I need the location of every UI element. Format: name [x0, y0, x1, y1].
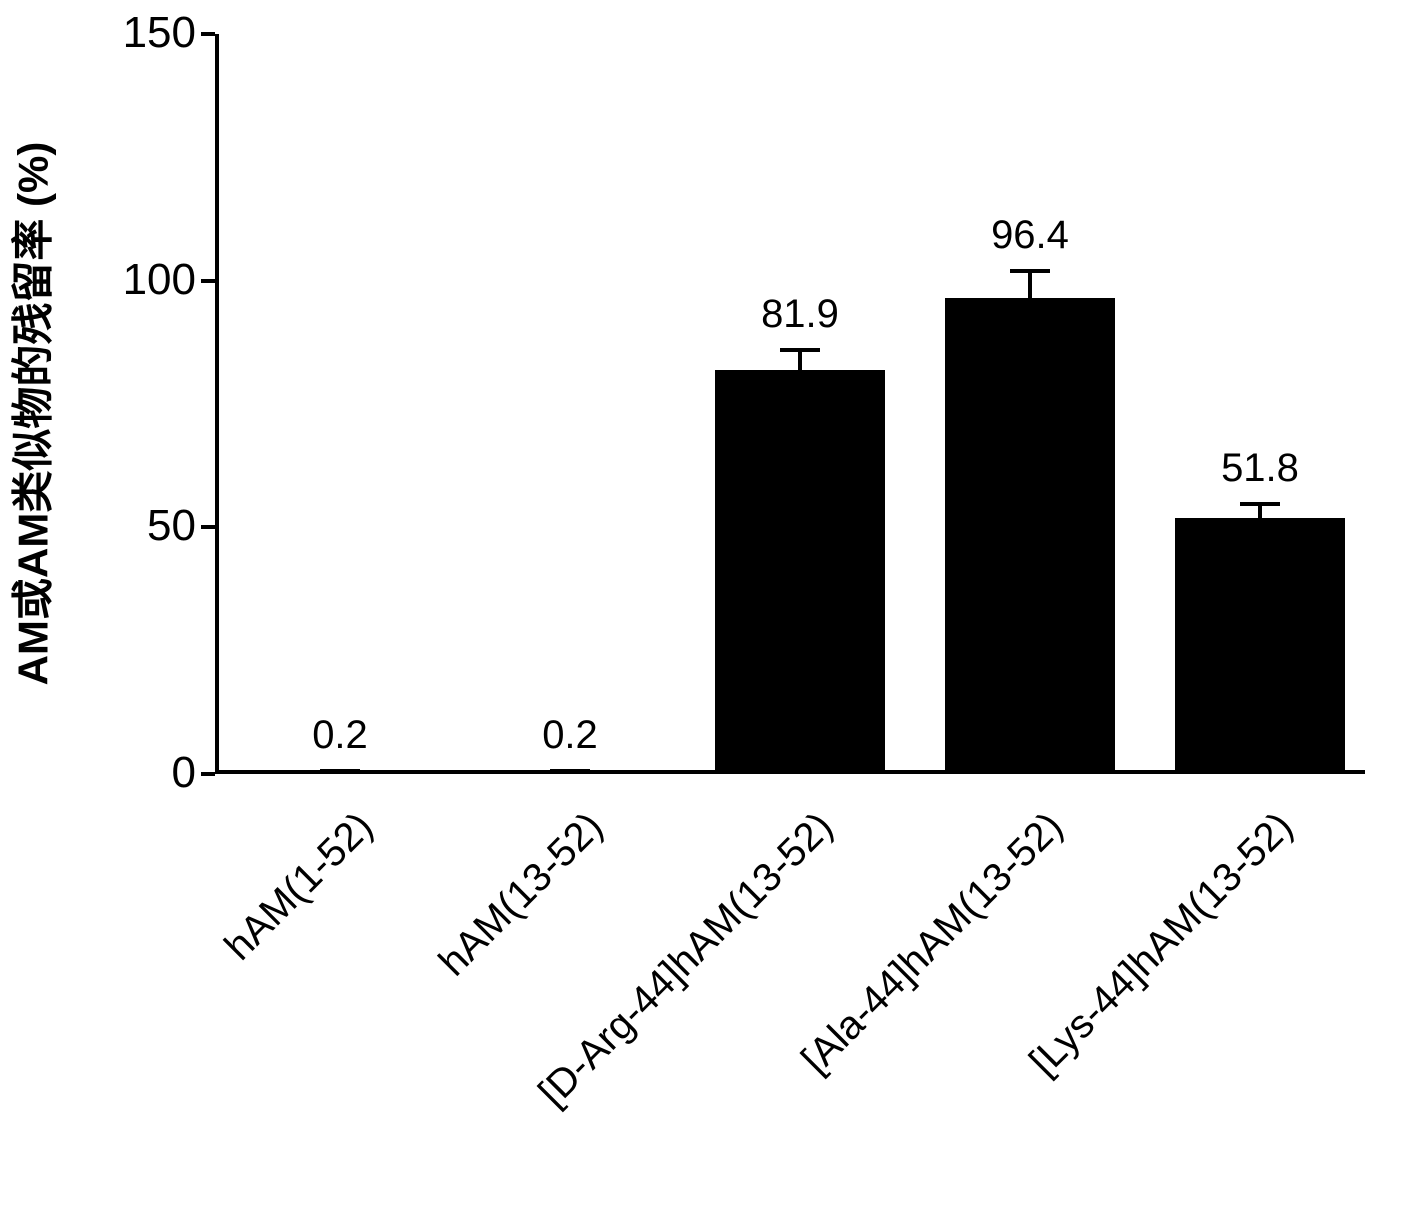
bar: [255, 773, 425, 774]
bar-value-label: 96.4: [915, 213, 1145, 258]
y-tick-label: 0: [106, 748, 196, 798]
bar: [715, 370, 885, 774]
y-tick: [201, 279, 215, 283]
y-tick-label: 150: [106, 8, 196, 58]
bar: [1175, 518, 1345, 774]
category-label: [Lys-44]hAM(13-52): [1021, 804, 1302, 1085]
error-bar-stem: [798, 350, 802, 370]
y-tick: [201, 32, 215, 36]
error-bar-cap: [780, 348, 820, 352]
error-bar-stem: [1258, 504, 1262, 519]
bar: [485, 773, 655, 774]
category-label: [Ala-44]hAM(13-52): [793, 804, 1072, 1083]
category-label: hAM(1-52): [216, 804, 381, 969]
bar-value-label: 51.8: [1145, 446, 1375, 491]
y-axis-title: AM或AM类似物的残留率 (%): [0, 44, 61, 784]
error-bar-cap: [1240, 502, 1280, 506]
chart-canvas: AM或AM类似物的残留率 (%) 0 50 100 150 0.2 hAM(1-52) 0.…: [0, 0, 1405, 1232]
bar-value-label: 81.9: [685, 292, 915, 337]
error-bar-stem: [1028, 271, 1032, 298]
y-tick-label: 50: [106, 501, 196, 551]
error-bar-cap: [320, 769, 360, 773]
error-bar-cap: [550, 769, 590, 773]
category-label: hAM(13-52): [431, 804, 612, 985]
bar: [945, 298, 1115, 774]
y-tick-label: 100: [106, 255, 196, 305]
error-bar-cap: [1010, 269, 1050, 273]
y-tick: [201, 525, 215, 529]
bar-value-label: 0.2: [455, 713, 685, 758]
y-tick: [201, 772, 215, 776]
bar-value-label: 0.2: [225, 713, 455, 758]
